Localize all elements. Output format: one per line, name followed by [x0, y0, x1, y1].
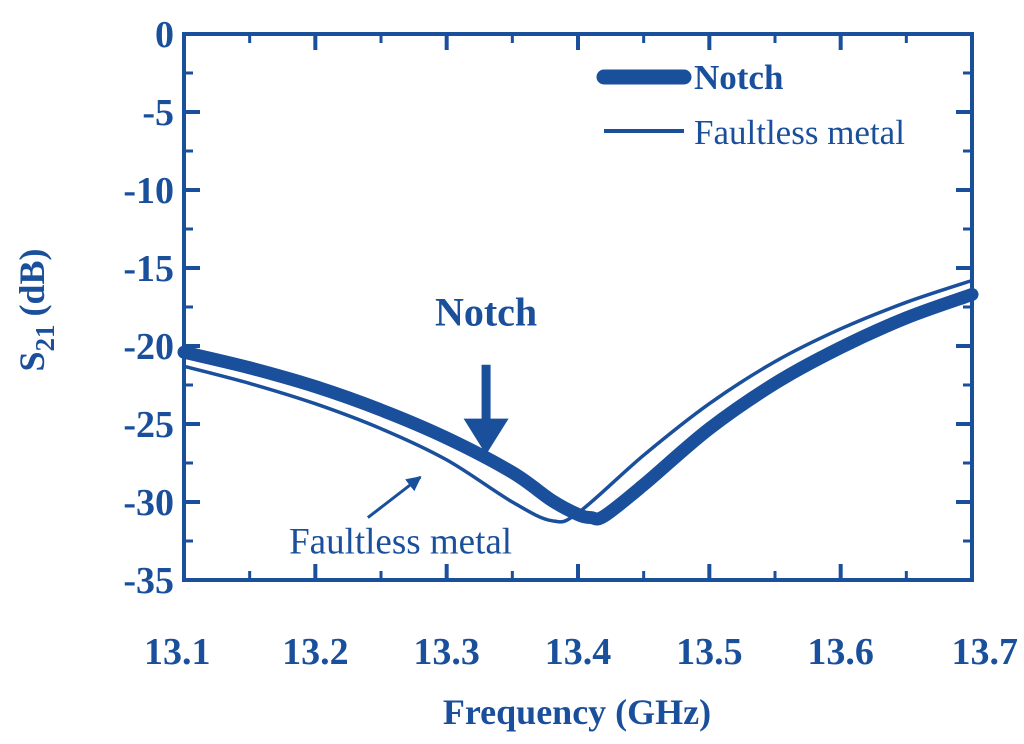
y-tick-label: -30	[123, 482, 174, 524]
y-tick-label: -20	[123, 326, 174, 368]
series-line-faultless-metal	[182, 278, 974, 524]
x-tick-labels: 13.1 13.2 13.3 13.4 13.5 13.6 13.7	[144, 631, 1018, 673]
y-tick-label: 0	[155, 14, 174, 56]
annotations: Notch Faultless metal	[289, 290, 537, 563]
y-axis-title: S21 (dB)	[12, 248, 60, 371]
annotation-arrow-faultless-metal	[366, 475, 422, 519]
y-axis-title-sub: 21	[30, 324, 60, 351]
y-tick-labels: 0 -5 -10 -15 -20 -25 -30 -35	[123, 14, 174, 602]
x-axis-title: Frequency (GHz)	[443, 692, 711, 732]
x-tick-label: 13.3	[413, 631, 480, 673]
y-tick-label: -25	[123, 404, 174, 446]
x-tick-label: 13.6	[807, 631, 874, 673]
y-axis-title-main: S	[12, 351, 52, 371]
y-axis-title-unit: (dB)	[12, 248, 52, 316]
y-tick-label: -35	[123, 560, 174, 602]
legend: Notch Faultless metal	[596, 58, 905, 152]
legend-label-faultless-metal: Faultless metal	[694, 113, 905, 152]
legend-label-notch: Notch	[694, 58, 783, 97]
annotation-label-faultless-metal: Faultless metal	[289, 521, 512, 562]
x-tick-label: 13.7	[952, 631, 1019, 673]
y-tick-label: -5	[142, 92, 174, 134]
x-tick-label: 13.1	[144, 631, 211, 673]
annotation-label-notch: Notch	[435, 290, 537, 335]
x-tick-label: 13.4	[545, 631, 612, 673]
series-line-notch	[177, 288, 979, 526]
x-tick-label: 13.2	[282, 631, 349, 673]
series-layer	[177, 278, 979, 526]
x-tick-label: 13.5	[676, 631, 743, 673]
y-tick-label: -10	[123, 170, 174, 212]
y-tick-label: -15	[123, 248, 174, 290]
tick-marks	[182, 32, 974, 582]
